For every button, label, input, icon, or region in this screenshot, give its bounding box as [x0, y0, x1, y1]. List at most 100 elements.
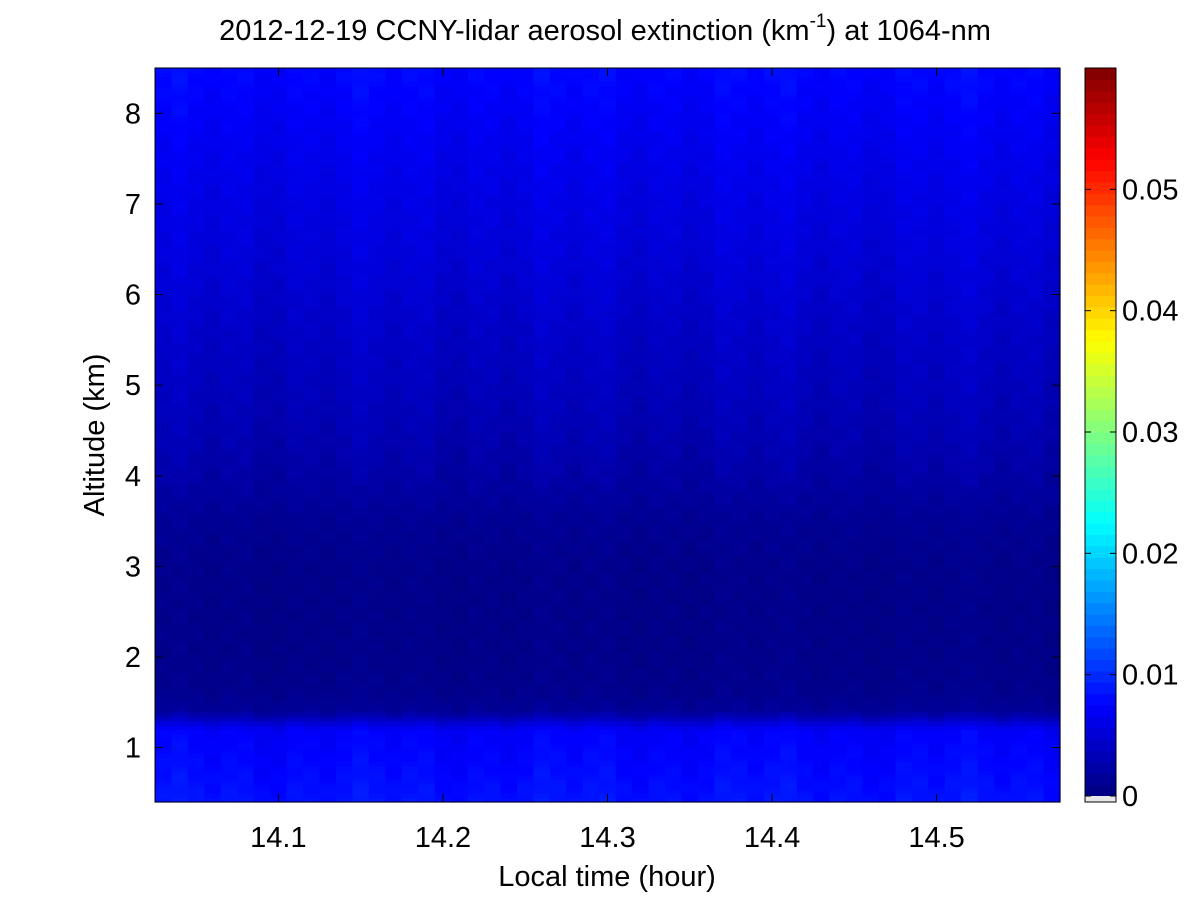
heatmap-cell — [467, 765, 485, 771]
heatmap-cell — [171, 385, 189, 391]
heatmap-cell — [187, 480, 205, 486]
heatmap-cell — [648, 534, 666, 540]
heatmap-cell — [319, 158, 337, 164]
heatmap-cell — [368, 579, 386, 586]
heatmap-cell — [220, 217, 238, 223]
heatmap-cell — [451, 394, 469, 400]
heatmap-cell — [434, 715, 452, 722]
heatmap-cell — [336, 244, 354, 250]
heatmap-cell — [401, 579, 419, 586]
heatmap-cell — [566, 625, 584, 631]
heatmap-cell — [517, 317, 535, 323]
heatmap-cell — [533, 792, 551, 799]
heatmap-cell — [467, 706, 485, 712]
heatmap-cell — [352, 398, 370, 404]
heatmap-cell — [270, 271, 288, 278]
heatmap-cell — [418, 285, 436, 291]
heatmap-cell — [155, 435, 173, 441]
heatmap-cell — [451, 752, 469, 758]
heatmap-cell — [484, 285, 502, 291]
heatmap-cell — [401, 530, 419, 536]
heatmap-cell — [599, 462, 617, 468]
heatmap-cell — [632, 552, 650, 558]
heatmap-cell — [434, 489, 452, 495]
heatmap-cell — [615, 389, 633, 395]
heatmap-cell — [615, 425, 633, 432]
heatmap-cell — [204, 493, 222, 500]
heatmap-cell — [500, 584, 518, 590]
heatmap-cell — [582, 502, 600, 509]
heatmap-cell — [187, 72, 205, 78]
heatmap-cell — [599, 521, 617, 527]
heatmap-cell — [237, 625, 255, 631]
heatmap-cell — [632, 661, 650, 667]
heatmap-cell — [500, 407, 518, 413]
heatmap-cell — [253, 140, 271, 146]
heatmap-cell — [368, 253, 386, 259]
heatmap-cell — [319, 235, 337, 241]
heatmap-cell — [517, 652, 535, 658]
heatmap-cell — [385, 706, 403, 712]
heatmap-cell — [368, 530, 386, 536]
heatmap-cell — [303, 267, 321, 273]
heatmap-cell — [303, 217, 321, 223]
heatmap-cell — [582, 290, 600, 296]
heatmap-cell — [615, 643, 633, 649]
heatmap-cell — [204, 185, 222, 191]
heatmap-cell — [155, 575, 173, 581]
heatmap-cell — [484, 90, 502, 96]
heatmap-cell — [467, 457, 485, 463]
heatmap-cell — [582, 271, 600, 278]
heatmap-cell — [401, 376, 419, 382]
heatmap-cell — [500, 226, 518, 232]
heatmap-cell — [648, 530, 666, 536]
heatmap-cell — [352, 761, 370, 767]
heatmap-cell — [303, 244, 321, 250]
heatmap-cell — [155, 90, 173, 96]
heatmap-cell — [303, 312, 321, 318]
heatmap-cell — [484, 792, 502, 799]
heatmap-cell — [566, 711, 584, 717]
heatmap-cell — [434, 611, 452, 617]
heatmap-cell — [451, 117, 469, 123]
heatmap-cell — [286, 158, 304, 164]
heatmap-cell — [253, 670, 271, 676]
heatmap-cell — [368, 688, 386, 694]
heatmap-cell — [615, 267, 633, 273]
heatmap-cell — [253, 502, 271, 509]
heatmap-cell — [286, 661, 304, 667]
heatmap-cell — [286, 222, 304, 228]
heatmap-cell — [467, 616, 485, 622]
heatmap-cell — [484, 104, 502, 110]
heatmap-cell — [418, 99, 436, 105]
heatmap-cell — [253, 135, 271, 142]
heatmap-cell — [467, 539, 485, 545]
heatmap-cell — [599, 729, 617, 735]
heatmap-cell — [615, 702, 633, 708]
heatmap-cell — [352, 448, 370, 454]
heatmap-cell — [270, 507, 288, 513]
heatmap-cell — [220, 548, 238, 554]
heatmap-cell — [632, 285, 650, 291]
heatmap-cell — [385, 797, 403, 803]
heatmap-cell — [533, 675, 551, 681]
heatmap-cell — [615, 99, 633, 105]
heatmap-cell — [648, 792, 666, 799]
heatmap-cell — [582, 715, 600, 722]
heatmap-cell — [319, 448, 337, 454]
heatmap-cell — [484, 135, 502, 142]
heatmap-cell — [615, 557, 633, 563]
heatmap-cell — [187, 761, 205, 767]
heatmap-cell — [517, 72, 535, 78]
heatmap-cell — [451, 539, 469, 545]
heatmap-cell — [434, 145, 452, 151]
heatmap-cell — [615, 747, 633, 753]
heatmap-cell — [368, 398, 386, 404]
heatmap-cell — [171, 240, 189, 246]
heatmap-cell — [500, 684, 518, 690]
heatmap-cell — [352, 77, 370, 83]
heatmap-cell — [352, 616, 370, 622]
heatmap-cell — [155, 86, 173, 92]
heatmap-cell — [418, 770, 436, 776]
heatmap-cell — [549, 643, 567, 649]
